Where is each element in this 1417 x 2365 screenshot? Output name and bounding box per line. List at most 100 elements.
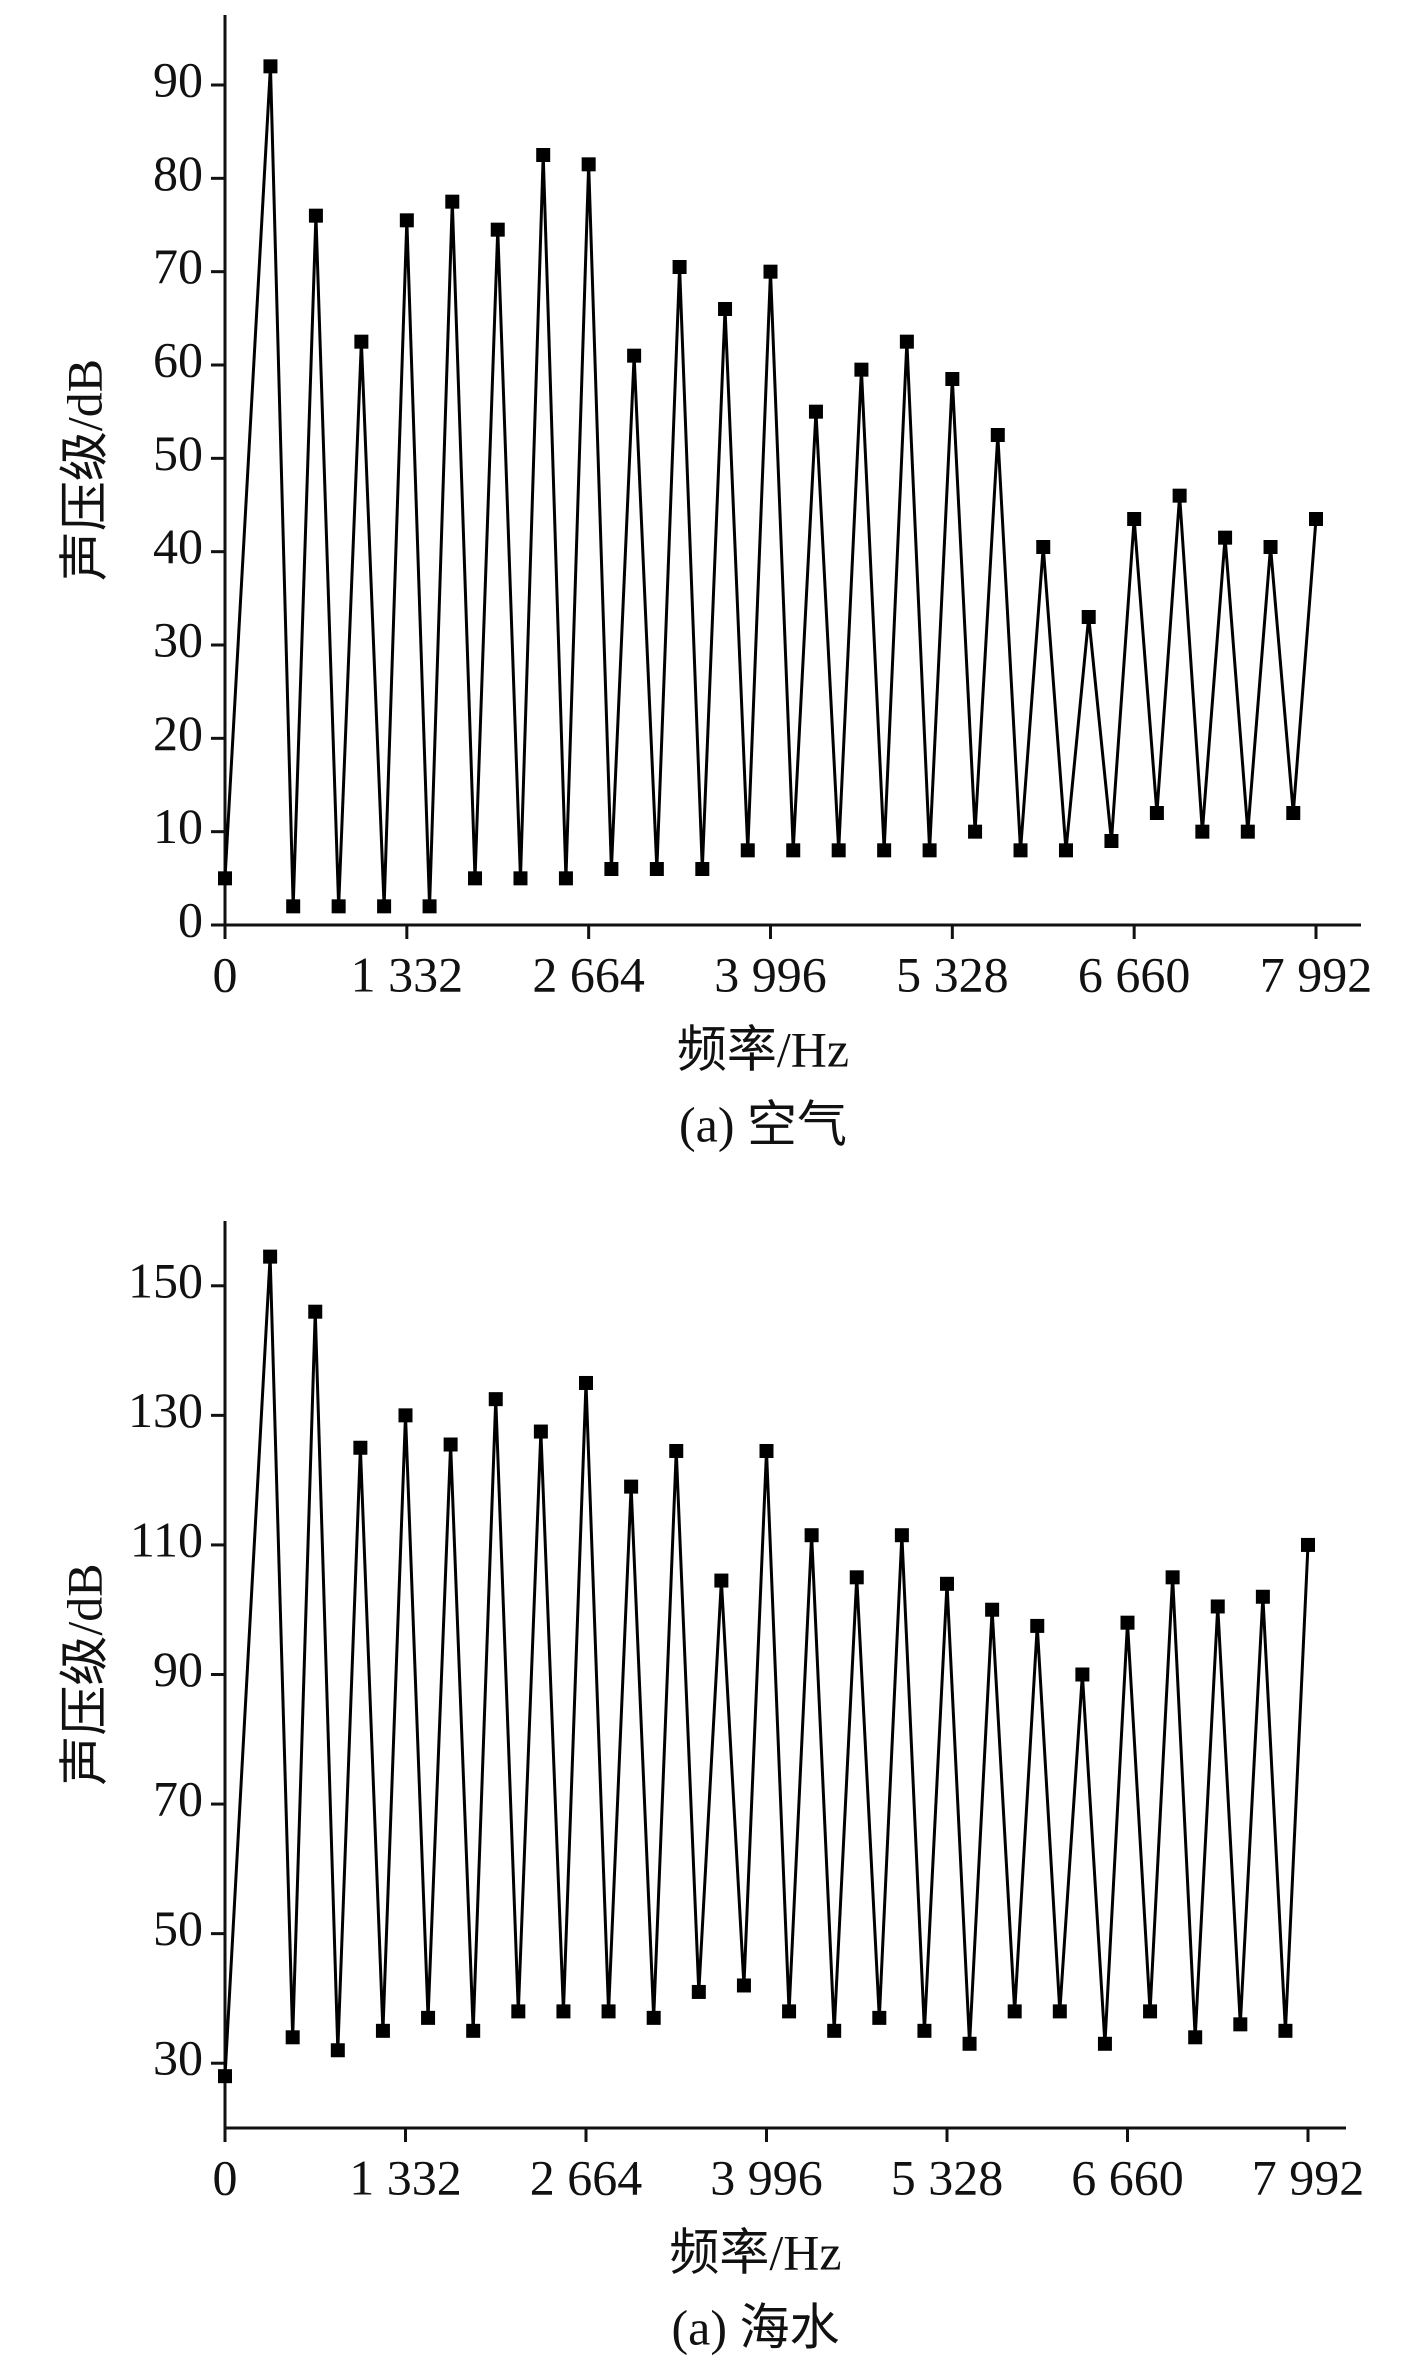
- y-tick-label: 130: [128, 1382, 203, 1438]
- data-point: [1286, 806, 1301, 820]
- data-point: [1188, 2030, 1203, 2045]
- data-point: [445, 194, 460, 209]
- y-tick-label: 110: [130, 1511, 203, 1567]
- data-point: [1058, 843, 1073, 858]
- data-point: [354, 334, 369, 349]
- data-point: [917, 2023, 932, 2038]
- x-tick-label: 1 332: [351, 946, 464, 1002]
- data-point: [533, 1424, 548, 1439]
- data-point: [1120, 1615, 1135, 1630]
- data-point: [421, 2010, 436, 2025]
- data-point: [398, 1408, 413, 1423]
- data-point: [695, 862, 710, 876]
- y-tick-label: 150: [128, 1252, 203, 1308]
- data-point: [579, 1375, 593, 1390]
- y-axis-label: 声压级/dB: [56, 359, 112, 581]
- data-point: [808, 404, 823, 419]
- y-tick-label: 0: [178, 891, 203, 947]
- data-line: [223, 66, 1318, 907]
- data-point: [536, 148, 551, 162]
- data-point: [263, 59, 278, 74]
- data-point: [422, 899, 437, 914]
- data-point: [443, 1437, 458, 1452]
- data-point: [877, 843, 892, 858]
- data-point: [263, 1249, 278, 1264]
- data-point: [556, 2004, 571, 2019]
- data-point: [831, 843, 846, 858]
- data-point: [646, 2010, 661, 2025]
- x-tick-label: 7 992: [1252, 2149, 1365, 2205]
- y-tick-label: 70: [153, 238, 203, 294]
- x-tick-label: 5 328: [896, 946, 1009, 1002]
- x-tick-label: 1 332: [349, 2149, 462, 2205]
- data-point: [985, 1602, 1000, 1617]
- data-point: [513, 871, 528, 886]
- data-point: [736, 1978, 751, 1993]
- data-point: [894, 1528, 909, 1543]
- y-tick-label: 90: [153, 51, 203, 107]
- data-point: [466, 2023, 481, 2038]
- data-point: [1309, 512, 1323, 526]
- x-tick-label: 6 660: [1071, 2149, 1184, 2205]
- x-axis-label: 频率/Hz: [677, 1021, 849, 1077]
- data-point: [377, 899, 392, 914]
- y-tick-label: 20: [153, 705, 203, 761]
- data-point: [872, 2010, 887, 2025]
- x-tick-label: 7 992: [1260, 946, 1373, 1002]
- data-point: [1255, 1589, 1270, 1604]
- y-tick-label: 90: [153, 1641, 203, 1697]
- x-tick-label: 0: [213, 946, 238, 1002]
- data-point: [399, 213, 414, 228]
- data-point: [375, 2023, 390, 2038]
- y-tick-label: 60: [153, 331, 203, 387]
- x-tick-label: 2 664: [530, 2149, 643, 2205]
- data-point: [285, 2030, 300, 2045]
- data-point: [1097, 2036, 1112, 2051]
- data-point: [511, 2004, 526, 2019]
- data-point: [1149, 806, 1164, 820]
- y-tick-label: 80: [153, 145, 203, 201]
- data-line: [223, 1256, 1310, 2077]
- data-point: [962, 2036, 977, 2051]
- data-point: [627, 348, 642, 363]
- data-point: [601, 2004, 616, 2019]
- data-point: [490, 222, 505, 237]
- data-point: [1013, 843, 1028, 858]
- y-tick-label: 70: [153, 1771, 203, 1827]
- chart-title: (a) 空气: [679, 1096, 847, 1152]
- y-tick-label: 50: [153, 1900, 203, 1956]
- data-point: [940, 1576, 954, 1591]
- data-point: [759, 1443, 774, 1458]
- y-tick-label: 30: [153, 2030, 203, 2086]
- data-point: [218, 871, 232, 886]
- data-point: [1240, 824, 1255, 839]
- data-point: [899, 334, 914, 349]
- data-point: [1172, 488, 1187, 503]
- data-point: [718, 302, 733, 316]
- data-point: [740, 843, 755, 858]
- x-tick-label: 0: [213, 2149, 238, 2205]
- x-tick-label: 3 996: [714, 946, 827, 1002]
- data-point: [1210, 1599, 1225, 1614]
- data-point: [604, 862, 619, 876]
- data-point: [1301, 1537, 1315, 1552]
- data-point: [714, 1573, 729, 1588]
- x-tick-label: 2 664: [532, 946, 645, 1002]
- data-point: [353, 1440, 368, 1455]
- y-tick-label: 30: [153, 611, 203, 667]
- data-point: [1036, 540, 1051, 554]
- data-point: [1030, 1618, 1045, 1633]
- data-point: [669, 1443, 684, 1458]
- data-point: [849, 1570, 864, 1585]
- data-point: [308, 208, 323, 223]
- x-axis-label: 频率/Hz: [669, 2224, 841, 2280]
- data-point: [922, 843, 937, 858]
- y-tick-label: 50: [153, 425, 203, 481]
- y-axis-label: 声压级/dB: [56, 1563, 112, 1785]
- data-point: [488, 1392, 503, 1407]
- chart-title: (a) 海水: [672, 2299, 840, 2355]
- data-point: [1127, 512, 1142, 526]
- data-point: [1052, 2004, 1067, 2019]
- data-point: [804, 1528, 819, 1543]
- data-point: [218, 2069, 232, 2084]
